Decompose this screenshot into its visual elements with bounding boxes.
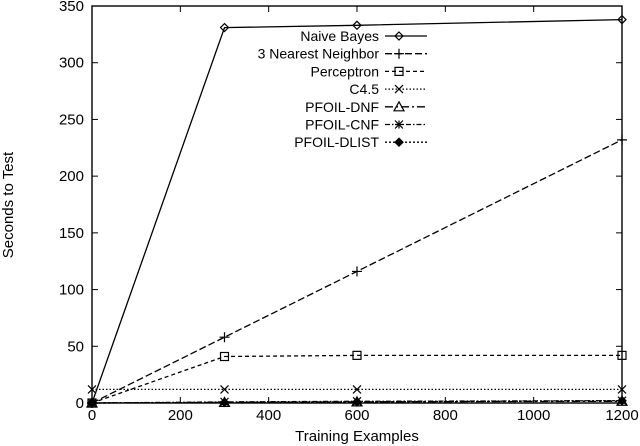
- legend-entry: 3 Nearest Neighbor: [258, 46, 427, 62]
- legend-entry: Perceptron: [311, 63, 427, 79]
- data-point: [617, 134, 627, 145]
- x-tick-label: 0: [88, 407, 96, 424]
- series-line: [91, 400, 623, 404]
- data-point: [352, 266, 362, 277]
- y-tick-label: 350: [59, 0, 84, 15]
- y-tick-label: 200: [59, 168, 84, 185]
- data-point: [394, 31, 404, 41]
- y-tick-label: 250: [59, 111, 84, 128]
- data-point: [220, 384, 229, 394]
- y-tick-label: 300: [59, 55, 84, 72]
- data-point: [219, 22, 230, 33]
- axes: 0 200 400 600 800 1000 1200 0 50 100 150 200 250 300 3…: [59, 0, 639, 424]
- legend-label: Perceptron: [311, 63, 379, 79]
- data-point: [219, 397, 230, 408]
- y-tick-label: 50: [67, 338, 84, 355]
- legend-label: 3 Nearest Neighbor: [258, 46, 380, 62]
- data-point: [219, 351, 230, 362]
- x-tick-label: 1000: [517, 407, 550, 424]
- x-axis-title: Training Examples: [295, 428, 419, 445]
- series-line: [91, 18, 623, 404]
- series-pfoil-dlist: [87, 395, 627, 408]
- legend-label: PFOIL-DNF: [305, 99, 379, 115]
- x-tick-label: 400: [256, 407, 281, 424]
- data-point: [394, 137, 404, 148]
- legend-label: PFOIL-DLIST: [294, 134, 379, 150]
- series-3-nearest-neighbor: [87, 134, 627, 408]
- data-point: [352, 397, 362, 407]
- plot-series: [85, 14, 629, 408]
- series-line: [91, 139, 623, 404]
- legend-label: Naive Bayes: [300, 28, 379, 44]
- y-tick-label: 100: [59, 282, 84, 299]
- data-point: [219, 332, 230, 343]
- data-point: [617, 395, 627, 406]
- series-line: [91, 354, 622, 404]
- legend-entry: C4.5: [349, 81, 427, 97]
- series-line: [91, 400, 623, 404]
- x-tick-label: 200: [168, 407, 193, 424]
- data-point: [394, 84, 404, 94]
- data-point: [352, 20, 362, 31]
- y-axis-title: Seconds to Test: [0, 151, 17, 258]
- legend-entry: Naive Bayes: [300, 28, 427, 44]
- data-point: [87, 398, 97, 408]
- data-point: [617, 14, 627, 25]
- legend-entry: PFOIL-CNF: [305, 117, 427, 133]
- data-point: [394, 66, 404, 77]
- data-point: [87, 384, 97, 394]
- legend-entry: PFOIL-DNF: [305, 99, 427, 115]
- data-point: [394, 48, 404, 59]
- data-point: [617, 350, 627, 360]
- legend-label: C4.5: [349, 81, 379, 97]
- legend-entry: PFOIL-DLIST: [294, 134, 427, 150]
- series-c4-5: [87, 384, 627, 394]
- x-tick-label: 800: [433, 407, 458, 424]
- data-point: [617, 384, 627, 394]
- x-tick-label: 600: [344, 407, 369, 424]
- legend-label: PFOIL-CNF: [305, 117, 379, 133]
- data-point: [392, 100, 406, 112]
- y-tick-label: 150: [59, 225, 84, 242]
- x-tick-label: 1200: [605, 407, 638, 424]
- data-point: [394, 120, 404, 129]
- data-point: [352, 350, 362, 360]
- data-point: [352, 384, 362, 394]
- y-tick-label: 0: [76, 395, 84, 412]
